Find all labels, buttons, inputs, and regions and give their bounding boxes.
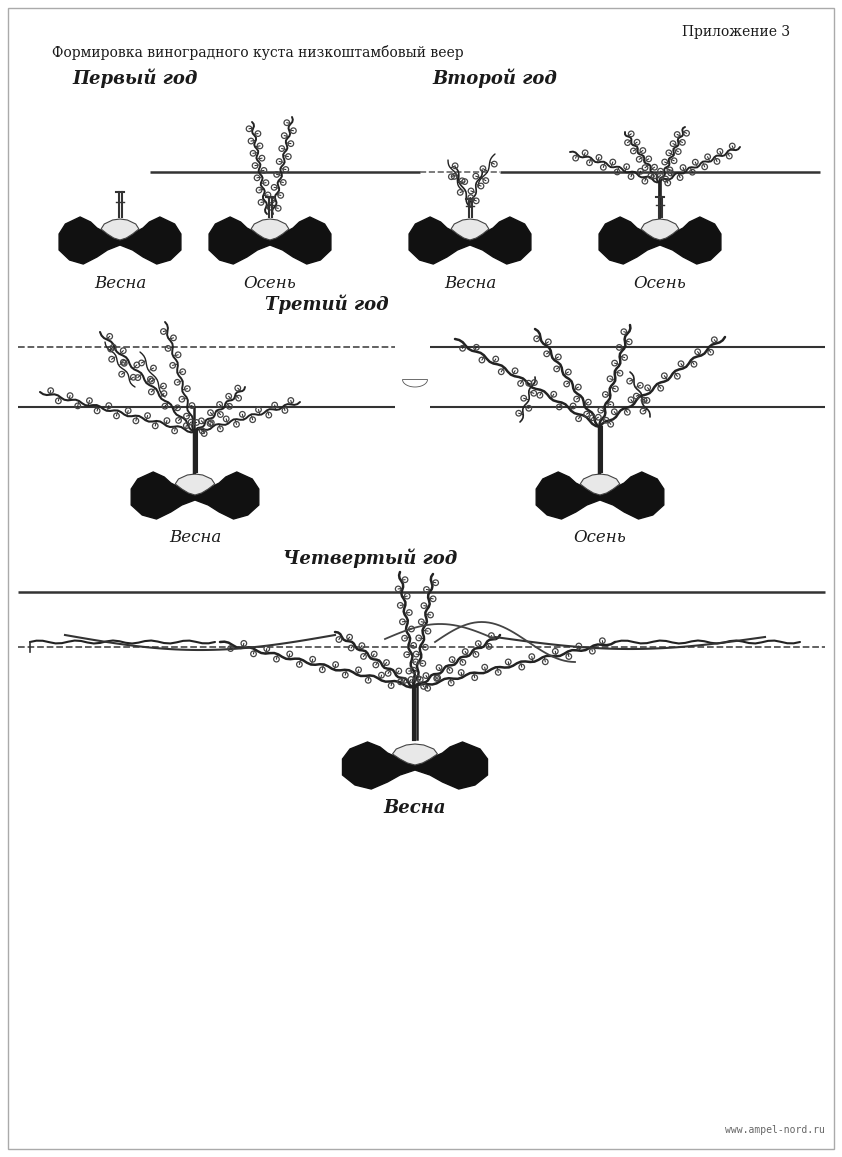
Text: Осень: Осень bbox=[243, 275, 296, 292]
Polygon shape bbox=[101, 219, 139, 239]
Text: Весна: Весна bbox=[169, 529, 221, 546]
Polygon shape bbox=[451, 219, 489, 239]
Text: www.ampel-nord.ru: www.ampel-nord.ru bbox=[725, 1125, 825, 1135]
Polygon shape bbox=[409, 218, 531, 264]
Text: Первый год: Первый год bbox=[72, 69, 197, 88]
Text: Третий год: Третий год bbox=[265, 295, 389, 315]
Text: Приложение 3: Приложение 3 bbox=[682, 25, 790, 39]
Polygon shape bbox=[209, 218, 331, 264]
Polygon shape bbox=[402, 379, 428, 386]
Polygon shape bbox=[175, 474, 215, 495]
Polygon shape bbox=[131, 472, 258, 519]
Text: Формировка виноградного куста низкоштамбовый веер: Формировка виноградного куста низкоштамб… bbox=[52, 45, 464, 60]
Polygon shape bbox=[59, 218, 181, 264]
Polygon shape bbox=[251, 219, 289, 239]
Text: Весна: Весна bbox=[384, 799, 446, 817]
Text: Четвертый год: Четвертый год bbox=[283, 550, 457, 568]
Text: Осень: Осень bbox=[573, 529, 626, 546]
Text: Осень: Осень bbox=[634, 275, 686, 292]
Polygon shape bbox=[343, 742, 488, 789]
Polygon shape bbox=[536, 472, 663, 519]
Polygon shape bbox=[600, 218, 721, 264]
Text: Весна: Весна bbox=[93, 275, 147, 292]
Text: Второй год: Второй год bbox=[432, 69, 557, 88]
Polygon shape bbox=[392, 744, 438, 765]
Polygon shape bbox=[641, 219, 679, 239]
Text: Весна: Весна bbox=[444, 275, 496, 292]
Polygon shape bbox=[580, 474, 620, 495]
